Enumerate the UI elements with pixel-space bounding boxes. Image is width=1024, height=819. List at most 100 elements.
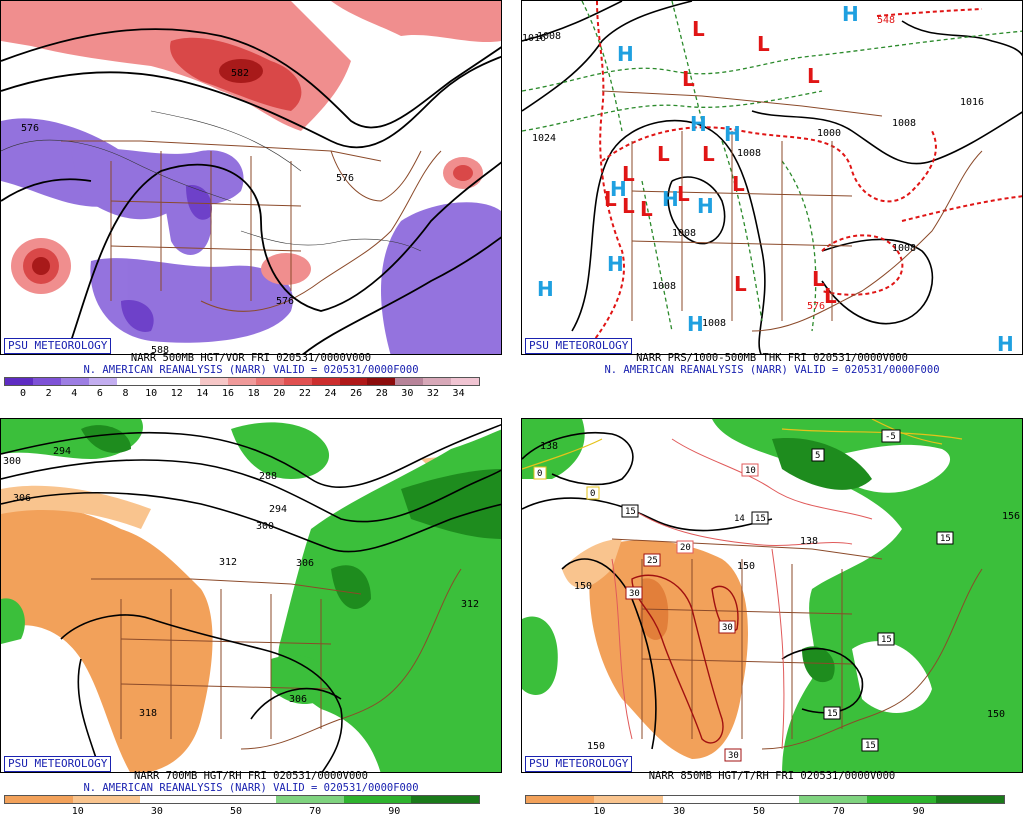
low-pressure-symbol: L xyxy=(757,32,770,56)
colorbar-tick-label: 30 xyxy=(150,806,163,817)
contour-label: 1008 xyxy=(737,148,761,159)
contour-label: 1016 xyxy=(522,33,546,44)
temp-label: 15 xyxy=(755,514,766,524)
colorbar-swatch xyxy=(228,378,256,385)
height-contours xyxy=(1,28,501,354)
colorbar-tick-label: 14 xyxy=(196,388,209,399)
high-pressure-symbol: H xyxy=(617,42,634,66)
colorbar-swatch xyxy=(311,378,340,385)
contour-label: 1008 xyxy=(892,243,916,254)
contour-label: 156 xyxy=(1002,511,1020,522)
low-pressure-symbol: L xyxy=(604,187,617,211)
colorbar-swatch xyxy=(208,796,276,803)
relative-humidity-areas xyxy=(1,419,501,772)
low-pressure-symbol: L xyxy=(622,194,635,218)
colorbar-swatch xyxy=(60,378,89,385)
contour-label: 576 xyxy=(807,301,825,312)
contour-label: 300 xyxy=(256,521,274,532)
colorbar-swatch xyxy=(140,796,209,803)
contour-label: 1024 xyxy=(532,133,556,144)
panel-valid-time: N. AMERICAN REANALYSIS (NARR) VALID = 02… xyxy=(83,364,419,376)
colorbar-tick-label: 0 xyxy=(20,388,27,399)
high-pressure-symbol: H xyxy=(997,332,1014,355)
high-pressure-symbol: H xyxy=(690,112,707,136)
contour-label: 312 xyxy=(461,599,479,610)
contour-label: 318 xyxy=(139,708,157,719)
temp-label: 25 xyxy=(647,556,658,566)
colorbar-tick-label: 90 xyxy=(388,806,401,817)
contour-label: 300 xyxy=(3,456,21,467)
colorbar-tick-label: 10 xyxy=(145,388,158,399)
humidity-colorbar xyxy=(525,795,1005,804)
temp-label: 15 xyxy=(865,741,876,751)
colorbar-tick-label: 90 xyxy=(912,806,925,817)
colorbar-tick-label: 4 xyxy=(71,388,78,399)
contour-label: 588 xyxy=(151,345,169,355)
freezing-thickness xyxy=(582,1,1022,354)
colorbar-tick-label: 12 xyxy=(170,388,183,399)
low-pressure-symbol: L xyxy=(682,67,695,91)
colorbar-swatch xyxy=(343,796,412,803)
state-borders xyxy=(91,568,462,750)
colorbar-swatch xyxy=(451,378,479,385)
panel-title: NARR PRS/1000-500MB THK FRI 020531/0000V… xyxy=(636,352,908,364)
temp-label: 20 xyxy=(680,543,691,553)
low-pressure-symbol: L xyxy=(812,267,825,291)
high-pressure-symbol: H xyxy=(842,2,859,26)
low-pressure-symbol: L xyxy=(692,17,705,41)
panel-pressure-thickness: H H H H H H H H H H H L L L L L L L L L xyxy=(521,0,1023,400)
colorbar-tick-label: 26 xyxy=(350,388,363,399)
temp-label: 14 xyxy=(734,514,745,524)
low-pressure-symbol: L xyxy=(732,172,745,196)
colorbar-swatch xyxy=(395,378,424,385)
low-pressure-symbol: L xyxy=(677,182,690,206)
colorbar-swatch xyxy=(799,796,868,803)
colorbar-tick-label: 30 xyxy=(401,388,414,399)
high-pressure-symbol: H xyxy=(607,252,624,276)
low-pressure-symbol: L xyxy=(640,197,653,221)
contour-label: 576 xyxy=(336,173,354,184)
colorbar-swatch xyxy=(867,796,936,803)
contour-label: 306 xyxy=(289,694,307,705)
colorbar-swatch xyxy=(283,378,312,385)
temp-label: 15 xyxy=(827,709,838,719)
state-borders xyxy=(611,538,983,750)
psu-meteorology-label: PSU METEOROLOGY xyxy=(4,756,112,772)
colorbar-swatch xyxy=(5,796,73,803)
contour-label: 1008 xyxy=(702,318,726,329)
colorbar-swatch xyxy=(594,796,663,803)
colorbar-tick-label: 24 xyxy=(324,388,337,399)
low-pressure-symbol: L xyxy=(824,284,837,308)
colorbar-tick-label: 70 xyxy=(832,806,845,817)
colorbar-swatch xyxy=(172,378,201,385)
contour-label: 306 xyxy=(296,558,314,569)
colorbar-tick-label: 2 xyxy=(45,388,52,399)
colorbar-swatch xyxy=(144,378,173,385)
colorbar-swatch xyxy=(935,796,1004,803)
colorbar-tick-label: 6 xyxy=(96,388,103,399)
contour-label: 150 xyxy=(987,709,1005,720)
temp-label: 5 xyxy=(815,451,820,461)
temp-label: 30 xyxy=(722,623,733,633)
contour-label: 1008 xyxy=(652,281,676,292)
panel-title: NARR 500MB HGT/VOR FRI 020531/0000V000 xyxy=(130,352,372,364)
colorbar-swatch xyxy=(32,378,61,385)
contour-label: 150 xyxy=(587,741,605,752)
contour-label: 1008 xyxy=(537,31,561,42)
humidity-colorbar-ticks: 10 30 50 70 90 xyxy=(4,806,480,818)
contour-label: 1008 xyxy=(672,228,696,239)
low-pressure-symbol: L xyxy=(657,142,670,166)
colorbar-tick-label: 20 xyxy=(273,388,286,399)
colorbar-tick-label: 70 xyxy=(309,806,322,817)
panel-title: NARR 700MB HGT/RH FRI 020531/0000V000 xyxy=(134,770,368,782)
colorbar-swatch xyxy=(526,796,595,803)
high-pressure-symbol: H xyxy=(724,122,741,146)
isotherms xyxy=(611,438,873,750)
colorbar-swatch xyxy=(411,796,480,803)
contour-label: 150 xyxy=(574,581,592,592)
colorbar-swatch xyxy=(116,378,145,385)
colorbar-swatch xyxy=(200,378,228,385)
contour-label: 576 xyxy=(21,123,39,134)
humidity-colorbar-ticks: 10 30 50 70 90 xyxy=(525,806,1005,818)
colorbar-swatch xyxy=(730,796,800,803)
